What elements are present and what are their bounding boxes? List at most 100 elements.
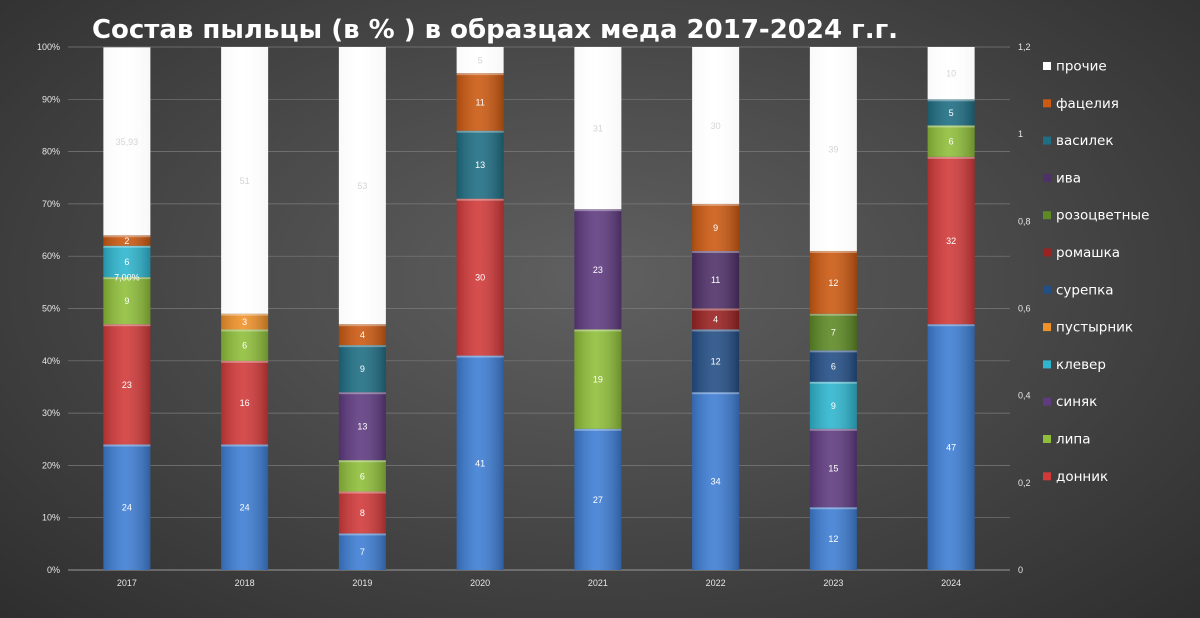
bar-shade bbox=[809, 313, 857, 351]
y-tick-label: 0% bbox=[47, 565, 60, 575]
data-label: 24 bbox=[240, 503, 250, 513]
data-label: 6 bbox=[242, 341, 247, 351]
bar-донник-2017 bbox=[103, 324, 151, 445]
legend-swatch bbox=[1043, 248, 1051, 257]
bar-edge bbox=[692, 203, 740, 206]
bar-shade bbox=[574, 329, 622, 429]
bar-series-0-2018 bbox=[221, 444, 269, 570]
data-label: 3 bbox=[242, 317, 247, 327]
bar-shade bbox=[574, 47, 622, 210]
bar-прочие-2022 bbox=[692, 47, 740, 204]
bar-edge bbox=[456, 73, 504, 76]
bar-shade bbox=[927, 324, 975, 570]
data-label: 30 bbox=[711, 121, 721, 131]
data-label: 6 bbox=[831, 362, 836, 372]
bar-series-0-2022 bbox=[692, 392, 740, 570]
bar-edge bbox=[809, 428, 857, 431]
bar-edge bbox=[103, 235, 151, 238]
legend-item-розоцветные: розоцветные bbox=[1043, 208, 1149, 224]
y2-tick-label: 0,4 bbox=[1018, 391, 1031, 401]
x-tick-label: 2024 bbox=[941, 578, 961, 588]
bar-edge bbox=[692, 308, 740, 311]
legend-item-липа: липа bbox=[1043, 432, 1091, 448]
y2-tick-label: 0 bbox=[1018, 565, 1023, 575]
bar-series-0-2020 bbox=[456, 355, 504, 570]
legend-label: сурепка bbox=[1056, 282, 1114, 298]
data-label: 9 bbox=[831, 401, 836, 411]
data-label: 11 bbox=[475, 97, 484, 107]
legend-label: ромашка bbox=[1056, 245, 1120, 261]
bar-shade bbox=[574, 428, 622, 570]
legend-label: липа bbox=[1056, 432, 1091, 448]
legend-swatch bbox=[1043, 435, 1051, 443]
legend-item-сурепка: сурепка bbox=[1043, 282, 1114, 298]
bar-edge bbox=[338, 392, 386, 395]
bar-клевер-2017 bbox=[103, 245, 151, 278]
legend-swatch bbox=[1043, 173, 1051, 182]
data-label: 6 bbox=[949, 137, 954, 147]
gridlines bbox=[68, 46, 1010, 571]
y2-tick-label: 0,6 bbox=[1018, 304, 1031, 314]
data-label: 11 bbox=[711, 275, 720, 285]
y-tick-label: 20% bbox=[42, 460, 60, 470]
x-tick-label: 2019 bbox=[352, 578, 372, 588]
legend-label: прочие bbox=[1056, 59, 1107, 75]
data-label: 13 bbox=[475, 160, 485, 170]
bar-клевер-2023 bbox=[809, 381, 857, 429]
legend-swatch bbox=[1043, 62, 1051, 70]
data-label: 19 bbox=[593, 375, 603, 385]
bar-shade bbox=[927, 156, 975, 325]
legend-item-синяк: синяк bbox=[1043, 394, 1097, 410]
x-tick-label: 2023 bbox=[823, 578, 843, 588]
bar-донник-2024 bbox=[927, 156, 975, 325]
data-label: 24 bbox=[122, 503, 132, 513]
y-tick-label: 60% bbox=[42, 251, 60, 261]
bar-shade bbox=[692, 392, 740, 570]
x-tick-label: 2017 bbox=[117, 578, 137, 588]
bar-shade bbox=[221, 329, 269, 361]
y-tick-label: 70% bbox=[42, 199, 60, 209]
bar-shade bbox=[456, 73, 504, 131]
legend-label: синяк bbox=[1056, 394, 1097, 410]
data-label: 6 bbox=[360, 471, 365, 481]
y2-tick-label: 0,2 bbox=[1018, 478, 1031, 488]
legend-item-клевер: клевер bbox=[1043, 357, 1106, 373]
bar-edge bbox=[809, 381, 857, 384]
data-label-extra: 7,00% bbox=[114, 273, 140, 283]
bar-shade bbox=[692, 329, 740, 393]
legend: прочие фацелия василек ива розоцветные ромашк… bbox=[1043, 59, 1149, 485]
y2-axis: 0 0,2 0,4 0,6 0,8 1 1,2 bbox=[1018, 42, 1031, 575]
data-label: 13 bbox=[357, 422, 367, 432]
data-label: 41 bbox=[475, 458, 485, 468]
bar-shade bbox=[338, 324, 386, 346]
bar-фацелия-2022 bbox=[692, 203, 740, 251]
data-label: 2 bbox=[124, 236, 129, 246]
bar-edge bbox=[927, 156, 975, 159]
bar-shade bbox=[338, 392, 386, 461]
y-tick-label: 30% bbox=[42, 408, 60, 418]
bar-shade bbox=[927, 125, 975, 157]
bar-shade bbox=[338, 491, 386, 534]
bar-василек-2020 bbox=[456, 130, 504, 199]
bar-shade bbox=[221, 313, 269, 330]
x-tick-label: 2020 bbox=[470, 578, 490, 588]
bar-shade bbox=[338, 533, 386, 570]
bar-edge bbox=[338, 324, 386, 327]
data-label: 9 bbox=[124, 296, 129, 306]
bars bbox=[103, 47, 975, 570]
data-label: 8 bbox=[360, 508, 365, 518]
bar-shade bbox=[927, 99, 975, 126]
bar-прочие-2021 bbox=[574, 47, 622, 210]
bar-прочие-2019 bbox=[338, 47, 386, 325]
bar-edge bbox=[456, 355, 504, 358]
y-axis: 0% 10% 20% 30% 40% 50% 60% 70% 80% 90% 100% bbox=[37, 42, 60, 575]
bar-сурепка-2022 bbox=[692, 329, 740, 393]
legend-swatch bbox=[1043, 136, 1051, 145]
chart-title: Состав пыльцы (в % ) в образцах меда 201… bbox=[92, 15, 898, 45]
bar-shade bbox=[338, 345, 386, 393]
bar-edge bbox=[456, 198, 504, 201]
legend-item-василек: василек bbox=[1043, 133, 1114, 149]
data-label: 6 bbox=[124, 257, 129, 267]
bar-shade bbox=[809, 428, 857, 508]
